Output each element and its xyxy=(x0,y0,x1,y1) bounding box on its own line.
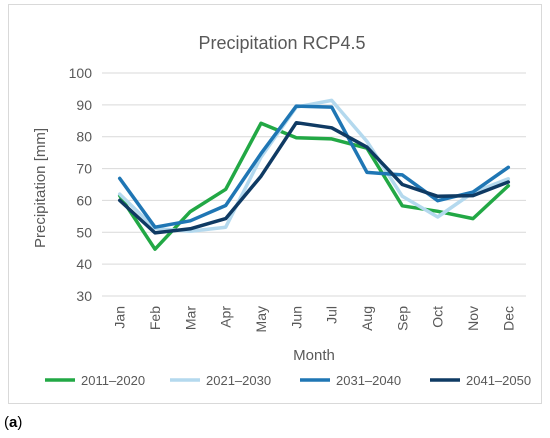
y-tick-labels: 30 40 50 60 70 80 90 100 xyxy=(69,65,93,304)
x-tick-label: Nov xyxy=(465,306,481,331)
chart-frame: Precipitation RCP4.5 30 40 50 60 70 80 90 100 J… xyxy=(8,4,542,404)
panel-label: (a) xyxy=(4,414,22,431)
x-tick-label: Dec xyxy=(500,306,516,331)
panel-label-letter: a xyxy=(9,414,18,431)
series-line-4 xyxy=(117,120,511,235)
y-axis-label: Precipitation [mm] xyxy=(32,128,49,248)
x-tick-label: Jul xyxy=(324,306,340,324)
x-tick-label: Jun xyxy=(288,306,304,329)
panel-label-close: ) xyxy=(17,414,23,431)
y-tick-label: 70 xyxy=(76,161,92,177)
series-lines xyxy=(117,98,511,251)
x-axis-label: Month xyxy=(293,347,335,364)
chart-title: Precipitation RCP4.5 xyxy=(198,33,365,53)
x-tick-labels: Jan Feb Mar Apr May Jun Jul Aug Sep Oct Nov Dec xyxy=(112,306,517,333)
x-tick-label: Jan xyxy=(112,306,128,329)
legend-label-4: 2041–2050 xyxy=(466,373,531,388)
legend-label-3: 2031–2040 xyxy=(336,373,401,388)
line-chart: Precipitation RCP4.5 30 40 50 60 70 80 90 100 J… xyxy=(32,33,531,388)
series-line-3 xyxy=(117,104,511,229)
x-tick-label: May xyxy=(253,306,269,332)
x-tick-label: Feb xyxy=(147,306,163,330)
y-tick-label: 40 xyxy=(76,256,92,272)
x-tick-label: Sep xyxy=(394,306,410,331)
legend: 2011–2020 2021–2030 2031–2040 2041–2050 xyxy=(45,373,531,388)
panel-label-open: ( xyxy=(4,414,9,431)
y-tick-label: 30 xyxy=(76,288,92,304)
y-tick-label: 100 xyxy=(69,65,93,81)
y-tick-label: 50 xyxy=(76,224,92,240)
y-tick-label: 60 xyxy=(76,192,92,208)
series-line-2 xyxy=(117,98,511,234)
legend-label-2: 2021–2030 xyxy=(206,373,271,388)
x-tick-label: Mar xyxy=(182,306,198,330)
x-tick-label: Apr xyxy=(218,306,234,328)
x-tick-label: Aug xyxy=(359,306,375,331)
y-tick-label: 90 xyxy=(76,97,92,113)
legend-label-1: 2011–2020 xyxy=(81,373,145,388)
y-tick-label: 80 xyxy=(76,129,92,145)
x-tick-label: Oct xyxy=(430,306,446,328)
